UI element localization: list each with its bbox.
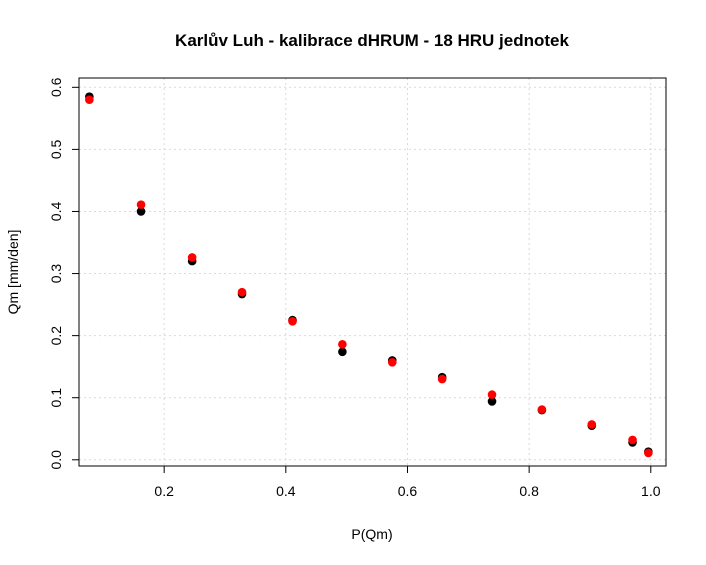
x-axis: 0.2 0.4 0.6 0.8 1.0	[154, 465, 661, 499]
data-point-series-2	[288, 317, 297, 326]
x-tick-label: 0.2	[154, 483, 174, 499]
y-tick-label: 0.0	[48, 450, 64, 470]
grid	[79, 78, 666, 466]
y-tick-label: 0.6	[48, 77, 64, 97]
data-point-series-2	[136, 200, 146, 209]
y-tick-label: 0.3	[48, 264, 64, 284]
x-tick-label: 0.4	[276, 483, 296, 499]
data-point-series-2	[628, 435, 637, 445]
data-point-series-2	[487, 390, 497, 399]
data-point-series-2	[387, 358, 397, 367]
y-tick-label: 0.5	[48, 139, 64, 159]
data-point-series-2	[338, 340, 347, 349]
y-axis: 0.0 0.1 0.2 0.3 0.4 0.5 0.6	[48, 77, 80, 470]
data-point-series-2	[85, 95, 94, 105]
data-point-series-2	[237, 287, 247, 297]
data-point-series-2	[537, 405, 547, 414]
y-axis-label: Qm [mm/den]	[5, 230, 21, 315]
x-axis-label: P(Qm)	[351, 526, 392, 542]
y-tick-label: 0.4	[48, 202, 64, 222]
plot-frame	[78, 77, 667, 467]
y-tick-label: 0.1	[48, 388, 64, 408]
data-point-series-1	[136, 207, 146, 216]
chart-title: Karlův Luh - kalibrace dHRUM - 18 HRU je…	[175, 31, 569, 50]
y-tick-label: 0.2	[48, 326, 64, 346]
data-point-series-2	[437, 374, 447, 384]
data-points	[85, 92, 653, 458]
x-tick-label: 0.6	[398, 483, 418, 499]
data-point-series-1	[487, 397, 497, 406]
data-point-series-2	[644, 448, 653, 458]
x-tick-label: 0.8	[519, 483, 539, 499]
x-tick-label: 1.0	[641, 483, 661, 499]
data-point-series-1	[338, 347, 347, 357]
data-point-series-2	[587, 420, 597, 429]
data-point-series-2	[187, 253, 197, 262]
